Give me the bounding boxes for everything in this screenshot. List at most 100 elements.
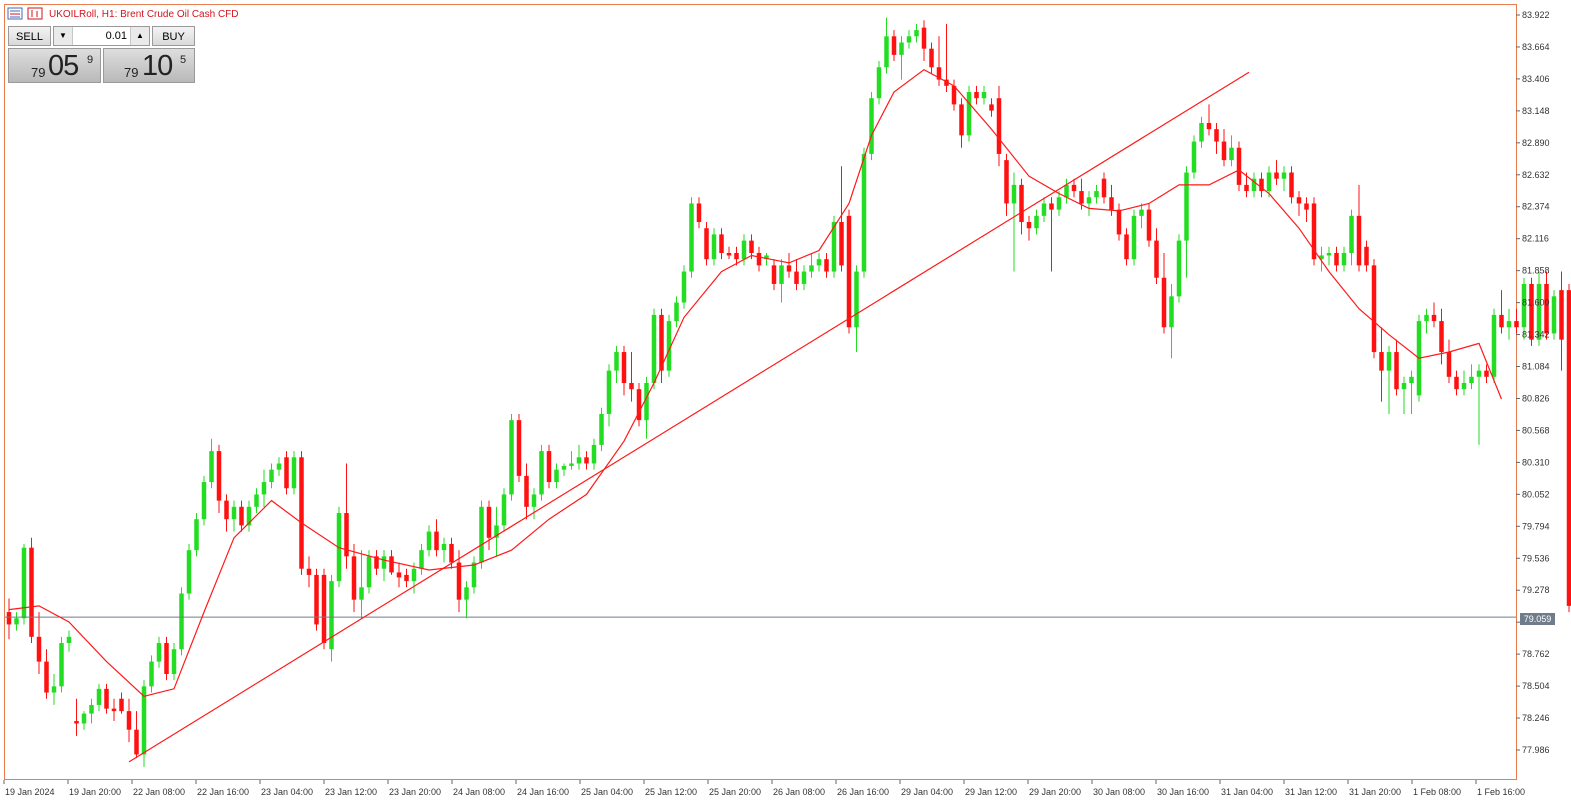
bear-candle (756, 252, 762, 266)
bear-candle (974, 92, 979, 99)
time-tick-label: 29 Jan 04:00 (901, 787, 953, 797)
time-tick-label: 19 Jan 20:00 (69, 787, 121, 797)
sell-button[interactable]: SELL (8, 26, 51, 46)
bull-candle (1176, 240, 1182, 297)
bear-candle (629, 382, 634, 390)
bull-candle (464, 587, 469, 600)
bull-candle (179, 593, 184, 650)
bull-candle (1034, 215, 1039, 229)
bear-candle (1206, 122, 1212, 130)
bull-candle (1064, 184, 1069, 198)
bull-candle (1011, 184, 1017, 204)
price-tick-label: 81.858 (1522, 266, 1550, 276)
bear-candle (546, 451, 552, 483)
bear-candle (1484, 370, 1489, 377)
bear-candle (944, 79, 949, 86)
bull-candle (561, 465, 567, 470)
bear-candle (299, 457, 304, 569)
bear-candle (824, 259, 829, 272)
price-tick-label: 80.826 (1522, 393, 1550, 403)
bull-candle (1056, 197, 1062, 210)
bull-candle (869, 98, 874, 154)
bull-candle (171, 649, 177, 674)
bear-candle (1364, 246, 1369, 266)
bear-candle (584, 457, 589, 464)
bear-candle (1154, 240, 1159, 278)
bull-candle (576, 457, 582, 464)
bull-candle (51, 686, 57, 693)
bars-icon (27, 7, 43, 20)
bear-candle (1146, 209, 1152, 241)
trend-line (128, 71, 1250, 763)
bear-candle (959, 104, 964, 136)
buy-price-button[interactable]: 79 10 5 (103, 48, 195, 83)
bull-candle (899, 42, 904, 55)
lot-increase-icon[interactable]: ▲ (130, 27, 149, 45)
bull-candle (1401, 382, 1407, 390)
bear-candle (321, 574, 327, 644)
time-tick-label: 25 Jan 20:00 (709, 787, 761, 797)
bull-candle (1536, 283, 1542, 340)
bear-candle (1049, 203, 1054, 210)
bull-candle (981, 92, 987, 99)
bear-candle (929, 48, 934, 68)
bear-candle (456, 562, 462, 600)
bear-candle (749, 240, 754, 253)
lot-decrease-icon[interactable]: ▼ (54, 27, 73, 45)
bear-candle (434, 531, 439, 551)
bull-candle (426, 531, 432, 551)
bull-candle (1386, 352, 1392, 371)
bull-candle (854, 271, 859, 328)
bear-candle (1334, 252, 1339, 266)
time-tick-label: 31 Jan 12:00 (1285, 787, 1337, 797)
bull-candle (81, 713, 87, 724)
time-tick-label: 19 Jan 2024 (5, 787, 55, 797)
bull-candle (644, 382, 649, 421)
bear-candle (1116, 209, 1122, 235)
bull-candle (711, 234, 717, 260)
bull-candle (1469, 376, 1474, 383)
bear-candle (1071, 184, 1077, 192)
bear-candle (224, 500, 229, 520)
bull-candle (861, 153, 867, 272)
bear-candle (1439, 321, 1444, 353)
bear-candle (1236, 147, 1242, 185)
bear-candle (6, 612, 12, 625)
price-tick-label: 83.148 (1522, 106, 1550, 116)
price-tick-label: 80.568 (1522, 425, 1550, 435)
bull-candle (1184, 172, 1189, 241)
time-tick-label: 26 Jan 08:00 (773, 787, 825, 797)
current-price-label: 79.059 (1520, 613, 1555, 625)
bear-candle (1529, 283, 1534, 340)
bull-candle (674, 302, 679, 322)
lot-size-input[interactable]: ▼ 0.01 ▲ (53, 26, 150, 46)
lot-value[interactable]: 0.01 (105, 30, 127, 42)
bull-candle (186, 550, 192, 594)
sell-price-button[interactable]: 79 05 9 (8, 48, 101, 83)
bear-candle (1259, 178, 1264, 192)
price-tick-label: 79.278 (1522, 585, 1550, 595)
bull-candle (231, 506, 237, 520)
bear-candle (126, 711, 132, 730)
bear-candle (1214, 129, 1219, 142)
bull-candle (1319, 255, 1324, 260)
sell-price-big: 05 (48, 50, 79, 82)
bull-candle (209, 451, 214, 483)
bear-candle (396, 572, 402, 578)
bear-candle (374, 556, 379, 569)
time-tick-label: 31 Jan 20:00 (1349, 787, 1401, 797)
price-tick-label: 80.310 (1522, 457, 1550, 467)
bull-candle (201, 482, 207, 520)
time-tick-label: 25 Jan 12:00 (645, 787, 697, 797)
bear-candle (74, 721, 79, 724)
bull-candle (471, 562, 477, 588)
bull-candle (1169, 296, 1174, 328)
bull-candle (1131, 215, 1137, 260)
bull-candle (599, 413, 604, 445)
bear-candle (36, 636, 42, 662)
bull-candle (906, 36, 912, 43)
bull-candle (1341, 252, 1347, 266)
buy-button[interactable]: BUY (152, 26, 195, 46)
bear-candle (1499, 314, 1504, 328)
